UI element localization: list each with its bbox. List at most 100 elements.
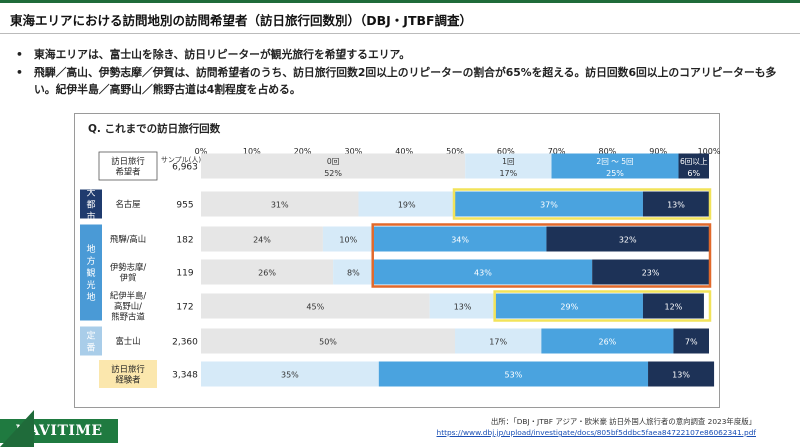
group-label-char: 番 — [86, 342, 95, 354]
group-label-box — [80, 189, 102, 219]
segment-name: 2回 ～ 5回 — [596, 157, 633, 166]
bar-segment — [358, 191, 455, 217]
sample-size: 172 — [176, 303, 193, 313]
bar-segment — [201, 191, 359, 217]
title-divider — [0, 33, 800, 34]
category-label: 飛騨/高山 — [110, 234, 146, 244]
sample-size: 6,963 — [172, 163, 198, 173]
sample-size: 955 — [176, 201, 193, 211]
data-label: 52% — [324, 169, 342, 178]
data-label: 25% — [606, 169, 624, 178]
bar-segment — [648, 361, 715, 387]
bar-segment — [373, 226, 547, 252]
data-label: 26% — [258, 269, 276, 278]
bar-segment — [322, 226, 374, 252]
bar-segment — [495, 293, 643, 319]
bar-segment — [678, 153, 709, 179]
group-label-char: 定 — [86, 330, 95, 342]
data-label: 13% — [667, 201, 685, 210]
data-label: 10% — [339, 236, 357, 245]
data-label: 17% — [489, 338, 507, 347]
bar-segment — [455, 328, 542, 354]
x-tick-label: 50% — [446, 147, 464, 156]
bar-segment — [201, 226, 323, 252]
bullet-list: • 東海エリアは、富士山を除き、訪日リピーターが観光旅行を希望するエリア。 • … — [10, 46, 790, 99]
group-label-char: 大 — [86, 187, 95, 199]
data-label: 32% — [619, 236, 637, 245]
category-label: 熊野古道 — [111, 312, 145, 322]
sample-size: 2,360 — [172, 338, 198, 348]
category-label: 訪日旅行 — [111, 364, 145, 374]
data-label: 8% — [347, 269, 360, 278]
category-label: 伊勢志摩/ — [110, 262, 146, 272]
bar-segment — [465, 153, 552, 179]
data-label: 50% — [319, 338, 337, 347]
x-tick-label: 0% — [195, 147, 208, 156]
corner-decoration — [0, 410, 34, 447]
data-label: 29% — [560, 303, 578, 312]
category-label-box — [98, 151, 158, 181]
highlight-frame — [493, 290, 712, 322]
category-label: 名古屋 — [115, 199, 140, 209]
group-label-char: 都 — [86, 200, 95, 211]
bar-segment — [201, 361, 379, 387]
chart-title: Q. これまでの訪日旅行回数 — [88, 123, 221, 135]
category-label: 伊賀 — [120, 272, 137, 282]
bar-segment — [592, 259, 709, 285]
bar-segment — [541, 328, 674, 354]
data-label: 13% — [454, 303, 472, 312]
data-label: 37% — [540, 201, 558, 210]
bullet-dot: • — [16, 48, 23, 61]
data-label: 35% — [281, 371, 299, 380]
segment-name: 6回以上 — [680, 157, 708, 166]
x-tick-label: 60% — [497, 147, 515, 156]
bar-segment — [201, 259, 334, 285]
bar-segment — [642, 293, 704, 319]
data-label: 13% — [672, 371, 690, 380]
data-label: 19% — [398, 201, 416, 210]
data-label: 17% — [499, 169, 517, 178]
data-label: 43% — [474, 269, 492, 278]
x-tick-label: 70% — [548, 147, 566, 156]
bar-segment — [378, 361, 649, 387]
data-label: 31% — [271, 201, 289, 210]
sample-header: サンプル(人) — [161, 156, 202, 164]
x-tick-label: 30% — [345, 147, 363, 156]
bullet-dot: • — [16, 66, 23, 79]
bar-segment — [201, 153, 466, 179]
bar-segment — [429, 293, 496, 319]
group-label-char: 地 — [86, 243, 95, 255]
category-label-box — [99, 360, 157, 388]
x-tick-label: 40% — [395, 147, 413, 156]
sample-size: 182 — [176, 236, 193, 246]
bar-segment — [546, 226, 709, 252]
source-note: 出所：「DBJ・JTBF アジア・欧米豪 訪日外国人旅行者の意向調査 2023年… — [490, 417, 756, 426]
highlight-frame — [452, 188, 712, 220]
bullet-item-1: • 東海エリアは、富士山を除き、訪日リピーターが観光旅行を希望するエリア。 — [10, 46, 790, 63]
sample-size: 119 — [176, 269, 193, 279]
group-label-char: 観 — [86, 267, 95, 279]
group-label-char: 光 — [86, 279, 95, 291]
data-label: 6% — [687, 169, 700, 178]
sample-size: 3,348 — [172, 371, 198, 381]
x-tick-label: 80% — [599, 147, 617, 156]
data-label: 23% — [642, 269, 660, 278]
data-label: 24% — [253, 236, 271, 245]
bullet-text: 東海エリアは、富士山を除き、訪日リピーターが観光旅行を希望するエリア。 — [34, 48, 411, 61]
data-label: 53% — [505, 371, 523, 380]
x-tick-label: 90% — [649, 147, 667, 156]
data-label: 26% — [599, 338, 617, 347]
category-label: 希望者 — [115, 166, 140, 176]
data-label: 7% — [685, 338, 698, 347]
bar-segment — [551, 153, 679, 179]
highlight-frame — [371, 223, 712, 288]
segment-name: 0回 — [327, 157, 339, 166]
x-tick-label: 20% — [294, 147, 312, 156]
category-label: 富士山 — [115, 336, 140, 346]
bar-segment — [201, 328, 455, 354]
source-link[interactable]: https://www.dbj.jp/upload/investigate/do… — [436, 428, 756, 437]
category-label: 訪日旅行 — [111, 156, 145, 166]
category-label: 経験者 — [115, 374, 140, 384]
bar-segment — [333, 259, 374, 285]
group-label-char: 方 — [86, 255, 95, 267]
